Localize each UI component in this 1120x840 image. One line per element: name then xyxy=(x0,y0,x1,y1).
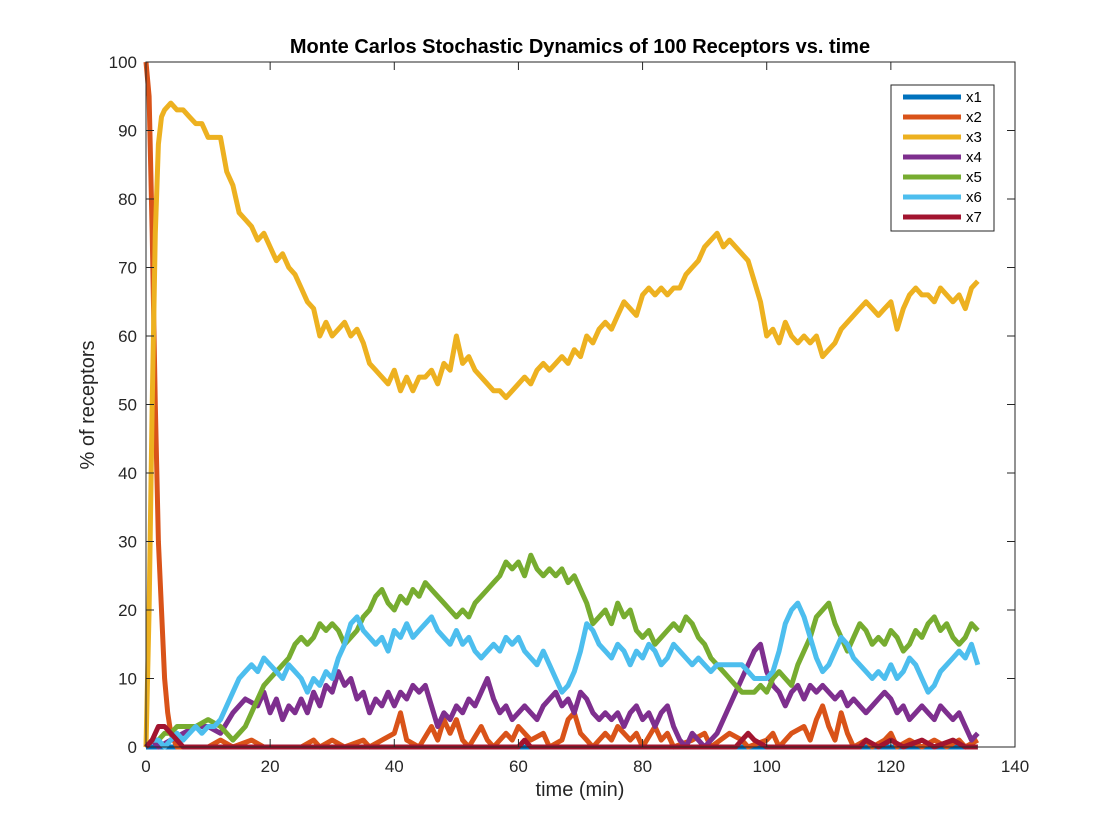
legend-label-x1: x1 xyxy=(966,89,982,106)
legend-label-x7: x7 xyxy=(966,209,982,226)
series-line-x7 xyxy=(144,724,978,750)
legend: x1 x2 x3 x4 x5 x6 x7 xyxy=(890,84,995,232)
y-tick-label: 80 xyxy=(118,190,137,209)
legend-label-x4: x4 xyxy=(966,149,982,166)
x-tick-label: 40 xyxy=(385,757,404,776)
x-tick-label: 0 xyxy=(141,757,150,776)
x-tick-label: 60 xyxy=(509,757,528,776)
chart-title: Monte Carlos Stochastic Dynamics of 100 … xyxy=(290,36,870,58)
series-line-x6 xyxy=(144,600,981,750)
series-line-x4 xyxy=(144,641,980,750)
y-tick-label: 90 xyxy=(118,122,137,141)
legend-label-x6: x6 xyxy=(966,189,982,206)
x-tick-label: 100 xyxy=(753,757,781,776)
y-tick-label: 0 xyxy=(128,738,137,757)
y-tick-label: 10 xyxy=(118,670,137,689)
axes-layer: 0 20 40 60 80 100 120 140 0 10 20 30 40 50 60 70 80 90 100 xyxy=(109,53,1030,776)
y-tick-label: 50 xyxy=(118,396,137,415)
x-tick-label: 120 xyxy=(877,757,905,776)
series-line-x3 xyxy=(143,100,980,748)
y-tick-label: 70 xyxy=(118,259,137,278)
x-tick-label: 20 xyxy=(261,757,280,776)
x-tick-label: 140 xyxy=(1001,757,1029,776)
y-tick-label: 60 xyxy=(118,327,137,346)
y-tick-label: 100 xyxy=(109,53,137,72)
x-tick-label: 80 xyxy=(633,757,652,776)
y-tick-label: 30 xyxy=(118,533,137,552)
legend-label-x3: x3 xyxy=(966,129,982,146)
plot-area xyxy=(146,62,1015,747)
y-axis-label: % of receptors xyxy=(77,341,99,470)
x-axis-label: time (min) xyxy=(536,779,625,801)
y-tick-label: 40 xyxy=(118,464,137,483)
y-tick-label: 20 xyxy=(118,601,137,620)
plot-background xyxy=(146,62,1015,747)
legend-label-x5: x5 xyxy=(966,169,982,186)
legend-label-x2: x2 xyxy=(966,109,982,126)
